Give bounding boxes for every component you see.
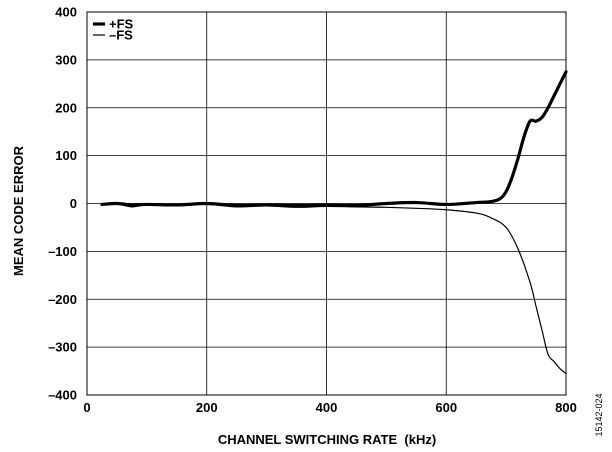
x-tick-label: 0 bbox=[83, 400, 90, 415]
y-tick-label: –400 bbox=[48, 388, 77, 403]
series-line-plus-fs bbox=[100, 70, 568, 208]
x-tick-label: 600 bbox=[435, 400, 457, 415]
legend-label-plus-fs: +FS bbox=[109, 17, 134, 32]
x-tick-label: 200 bbox=[196, 400, 218, 415]
plot-frame bbox=[86, 11, 567, 396]
x-axis-label: CHANNEL SWITCHING RATE (kHz) bbox=[218, 432, 436, 447]
x-tick-label: 400 bbox=[316, 400, 338, 415]
series-layer bbox=[100, 70, 568, 375]
legend: +FS –FS bbox=[93, 17, 134, 43]
tick-labels: 0 200 400 600 800 400 300 200 100 0 –100 –200 –300 –4… bbox=[48, 5, 577, 416]
y-tick-label: 0 bbox=[70, 196, 77, 211]
y-tick-label: 100 bbox=[55, 148, 77, 163]
y-tick-label: 400 bbox=[55, 5, 77, 20]
y-tick-label: –300 bbox=[48, 340, 77, 355]
y-tick-label: 200 bbox=[55, 100, 77, 115]
y-tick-label: –100 bbox=[48, 244, 77, 259]
x-tick-label: 800 bbox=[555, 400, 577, 415]
series-line-minus-fs bbox=[101, 203, 567, 375]
figure-id: 15142-024 bbox=[594, 393, 604, 436]
legend-label-minus-fs: –FS bbox=[109, 28, 133, 43]
y-tick-label: –200 bbox=[48, 292, 77, 307]
y-tick-label: 300 bbox=[55, 52, 77, 67]
y-axis-label: MEAN CODE ERROR bbox=[11, 145, 26, 276]
